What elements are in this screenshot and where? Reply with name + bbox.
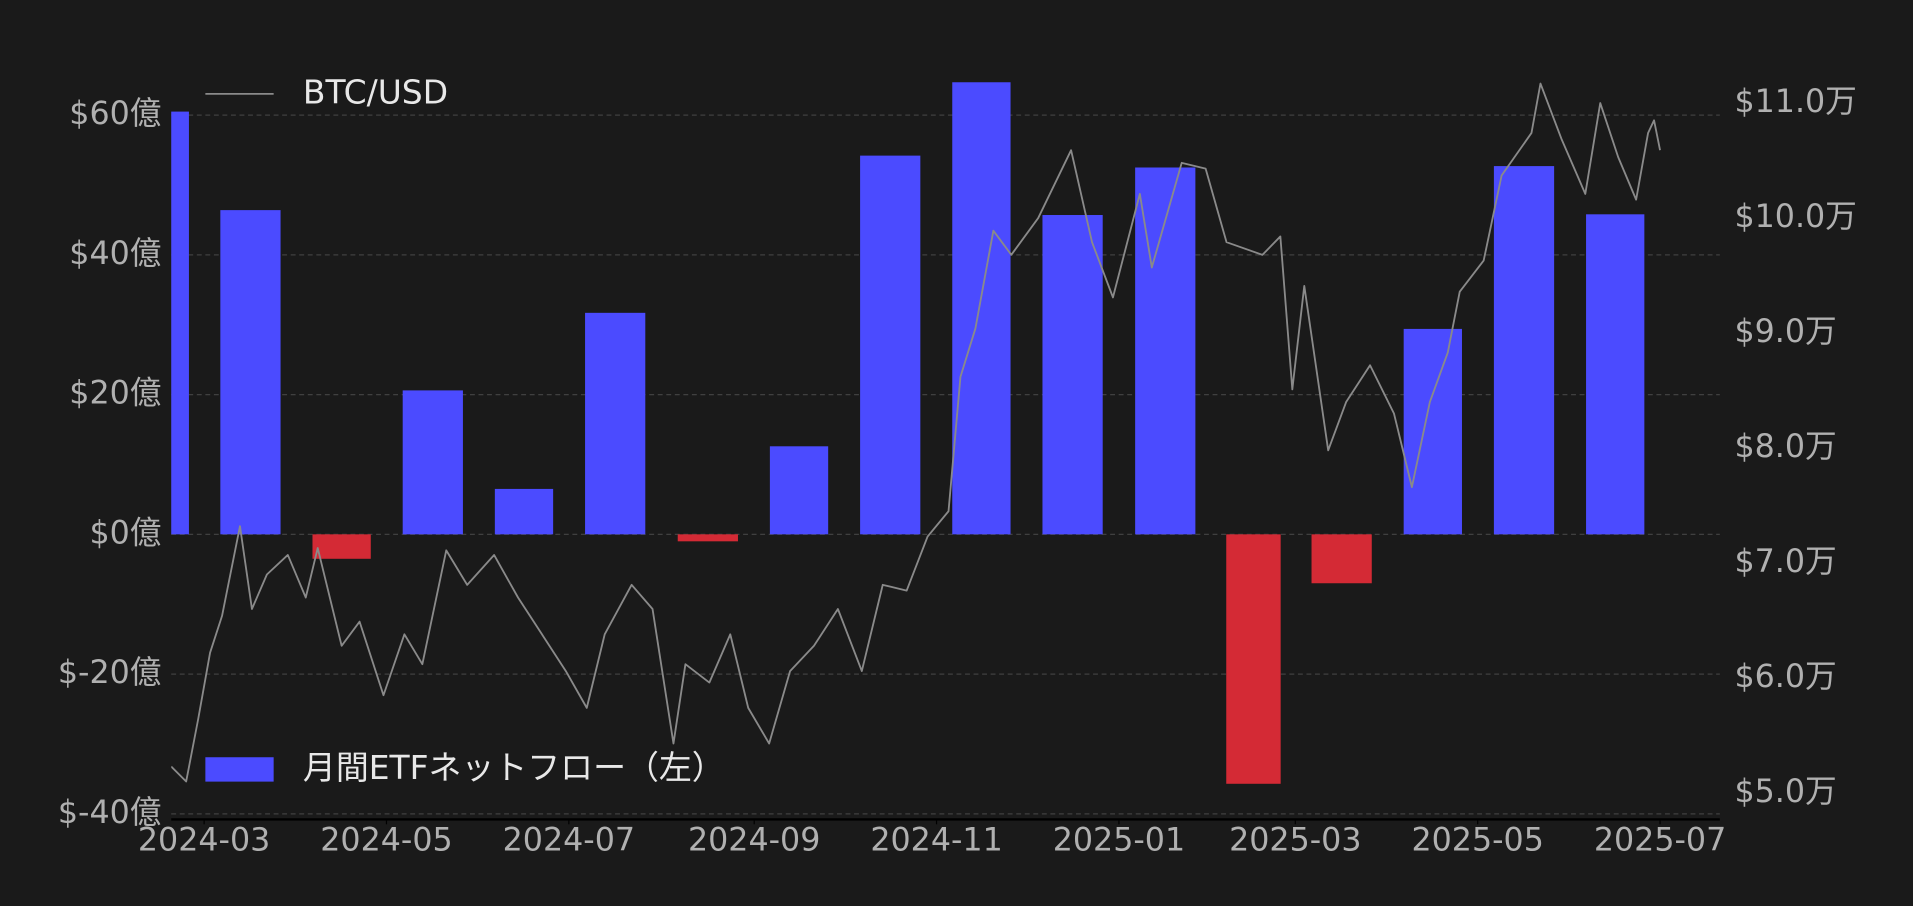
bar — [220, 210, 281, 535]
bar — [1586, 214, 1645, 535]
price-line — [171, 82, 1661, 783]
x-tick-label: 2024-05 — [320, 822, 452, 858]
y-tick-label: $60億 — [69, 96, 161, 132]
plot-area — [171, 82, 1661, 784]
y2-tick-label: $9.0万 — [1734, 314, 1836, 350]
y2-tick-label: $6.0万 — [1734, 659, 1836, 695]
bar — [952, 82, 1011, 535]
y-tick-label: $0億 — [89, 515, 161, 551]
x-tick-label: 2024-07 — [503, 822, 635, 858]
y2-tick-label: $11.0万 — [1734, 84, 1856, 120]
y2-tick-label: $10.0万 — [1734, 199, 1856, 235]
legend-label: 月間ETFネットフロー（左） — [303, 748, 725, 787]
x-tick-label: 2025-07 — [1594, 822, 1726, 858]
bar — [402, 390, 463, 535]
x-tick-label: 2025-05 — [1411, 822, 1543, 858]
legend-swatch — [205, 757, 274, 782]
x-tick-label: 2025-03 — [1229, 822, 1361, 858]
y2-tick-label: $8.0万 — [1734, 429, 1836, 465]
bar — [769, 446, 829, 535]
legend-label: BTC/USD — [303, 72, 448, 111]
bar — [677, 534, 738, 542]
x-tick-label: 2025-01 — [1053, 822, 1185, 858]
bar — [494, 488, 554, 535]
bar — [312, 534, 371, 559]
bar — [1493, 166, 1555, 535]
bar — [860, 155, 921, 535]
bar — [585, 312, 646, 535]
bar — [171, 111, 189, 535]
y2-tick-label: $7.0万 — [1734, 544, 1836, 580]
x-tick-label: 2024-09 — [688, 822, 820, 858]
x-tick-label: 2024-03 — [138, 822, 270, 858]
x-tick-label: 2024-11 — [870, 822, 1002, 858]
y-tick-label: $-40億 — [58, 795, 162, 831]
y-tick-label: $-20億 — [58, 655, 162, 691]
bar — [1226, 534, 1281, 784]
bar — [1311, 534, 1372, 584]
bar — [1403, 328, 1462, 535]
bar — [1042, 215, 1103, 535]
y2-tick-label: $5.0万 — [1734, 774, 1836, 810]
y-tick-label: $20億 — [69, 376, 161, 412]
y-tick-label: $40億 — [69, 236, 161, 272]
